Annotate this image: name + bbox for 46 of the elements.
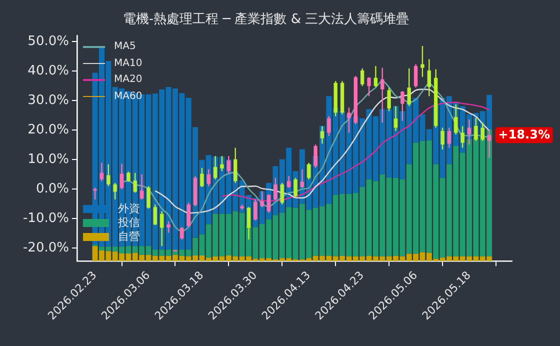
- candlestick: [166, 220, 170, 234]
- candlestick: [113, 182, 117, 200]
- candlestick: [120, 163, 124, 190]
- legend-label: MA10: [114, 58, 142, 69]
- candlestick: [93, 187, 97, 200]
- candlestick: [140, 174, 144, 200]
- legend-label: 自營: [118, 229, 140, 244]
- y-tick-label: 10.0%: [28, 152, 69, 167]
- candlestick: [200, 167, 204, 188]
- legend-label: MA5: [114, 41, 136, 52]
- legend-label: 投信: [118, 215, 140, 230]
- y-tick-label: 40.0%: [28, 63, 69, 78]
- candlestick: [220, 155, 224, 172]
- candlestick: [447, 127, 452, 148]
- candlestick: [126, 171, 130, 182]
- candlestick: [420, 45, 424, 78]
- y-tick-label: 0.0%: [36, 181, 69, 196]
- y-tick-label: 50.0%: [28, 34, 69, 49]
- y-tick-label: -20.0%: [22, 240, 69, 256]
- candlestick: [146, 186, 150, 210]
- candlestick: [180, 226, 184, 240]
- candlestick: [327, 116, 331, 137]
- candlestick: [153, 204, 158, 226]
- candlestick: [320, 126, 324, 144]
- legend-label: MA60: [114, 90, 142, 102]
- candlestick: [414, 64, 418, 88]
- chart-title: 電機-熱處理工程 ─ 產業指數 & 三大法人籌碼堆疊: [122, 12, 410, 28]
- candlestick: [440, 127, 444, 150]
- line-series: [154, 88, 490, 214]
- candlestick: [367, 76, 371, 97]
- y-tick-label: 20.0%: [28, 122, 69, 138]
- candlestick: [206, 168, 210, 187]
- candlestick: [100, 162, 104, 182]
- candlestick: [160, 210, 164, 247]
- candlestick: [106, 164, 110, 187]
- candlestick: [427, 58, 431, 97]
- candlestick: [286, 176, 291, 189]
- candlestick: [374, 65, 378, 88]
- legend-label: 外資: [118, 201, 140, 216]
- candlestick: [133, 172, 137, 194]
- text: +18.3%: [498, 128, 550, 142]
- candlestick: [186, 202, 190, 228]
- legend-label: MA20: [114, 74, 142, 86]
- y-tick-label: -10.0%: [22, 211, 69, 226]
- y-tick-label: 30.0%: [28, 92, 69, 108]
- candlestick: [360, 68, 364, 87]
